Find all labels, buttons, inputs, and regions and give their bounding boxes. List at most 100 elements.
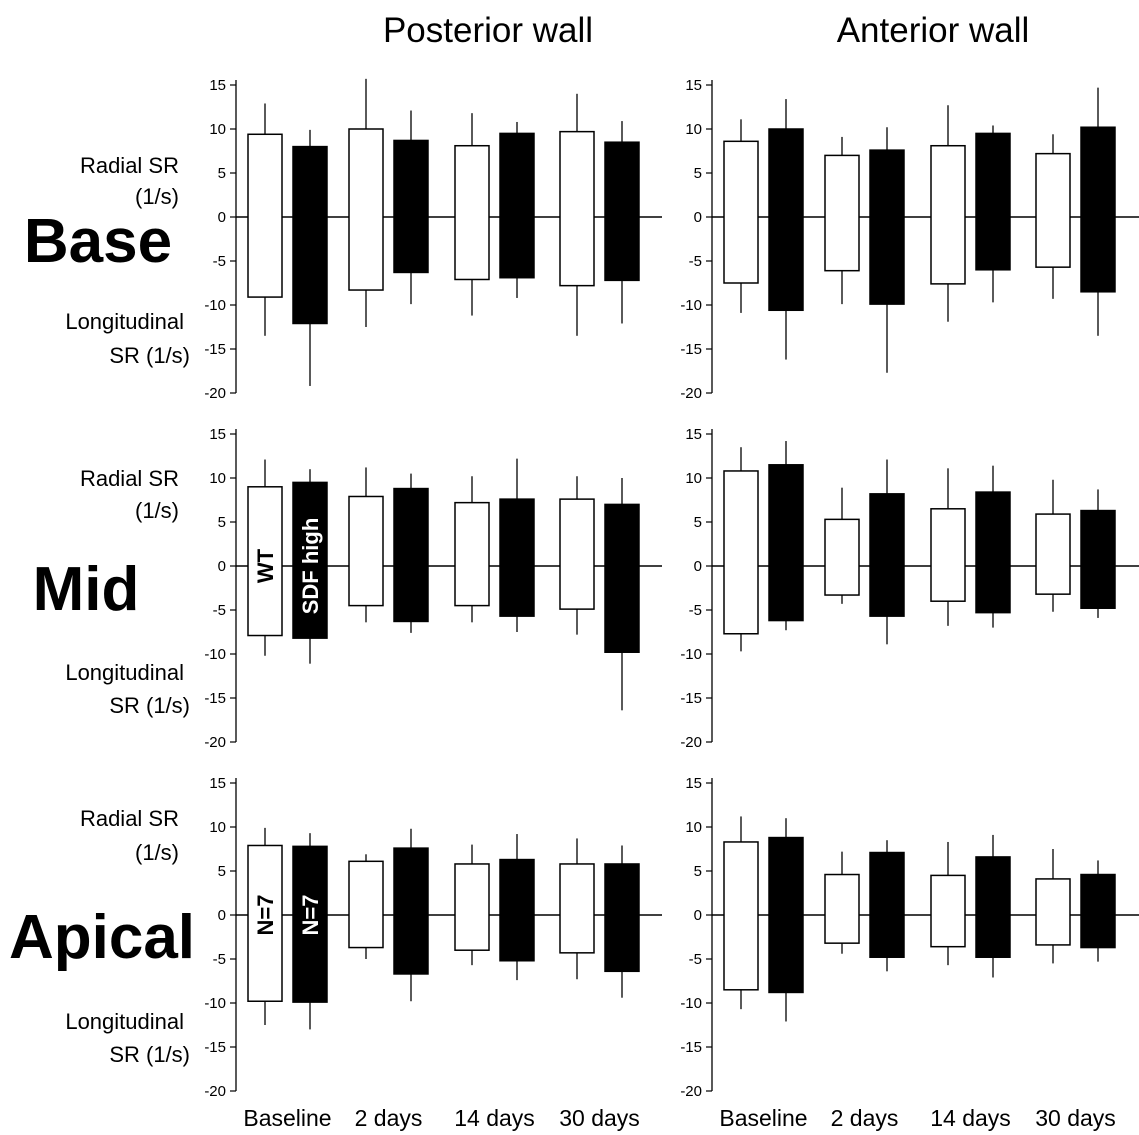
y-tick-label: -10 xyxy=(204,297,226,314)
y-tick-label: -5 xyxy=(213,602,226,619)
y-tick-label: -10 xyxy=(680,995,702,1012)
bar-sdf-high xyxy=(393,139,429,274)
bar-wt xyxy=(824,154,860,272)
y-tick-label: 15 xyxy=(685,426,702,443)
x-category-label: Baseline xyxy=(243,1105,331,1131)
y-label-radial-unit: (1/s) xyxy=(135,840,179,865)
bar-wt xyxy=(1035,513,1071,595)
panel-apical-posterior: 15 10 5 0 -5 -10 -15 -20 N=7 N=7 xyxy=(204,775,662,1100)
y-tick-label: 5 xyxy=(218,514,226,531)
bar-wt xyxy=(559,130,595,287)
panel-base-posterior: 15 10 5 0 -5 -10 -15 -20 xyxy=(204,77,662,402)
x-category-label: 2 days xyxy=(355,1105,423,1131)
bar-sdf-high xyxy=(975,856,1011,958)
y-label-radial: Radial SR xyxy=(80,806,179,831)
y-label-longitudinal-unit: SR (1/s) xyxy=(109,343,190,368)
x-axis-categories-posterior: Baseline 2 days 14 days 30 days xyxy=(243,1105,639,1131)
y-tick-label: 5 xyxy=(218,863,226,880)
y-tick-label: 5 xyxy=(218,165,226,182)
bar-sdf-high xyxy=(768,836,804,994)
bar-sdf-high xyxy=(393,847,429,975)
bar-sdf-high xyxy=(604,863,640,973)
y-tick-label: 15 xyxy=(209,426,226,443)
y-label-longitudinal: Longitudinal xyxy=(65,660,184,685)
y-tick-label: -20 xyxy=(204,385,226,402)
y-tick-label: 15 xyxy=(685,775,702,792)
bar-sdf-high xyxy=(499,132,535,279)
bar-sdf-high xyxy=(1080,873,1116,949)
bar-sdf-high xyxy=(975,491,1011,614)
y-tick-label: -15 xyxy=(204,341,226,358)
y-label-longitudinal-unit: SR (1/s) xyxy=(109,1042,190,1067)
bar-wt xyxy=(723,140,759,284)
y-tick-label: 5 xyxy=(694,514,702,531)
y-tick-label: -15 xyxy=(680,690,702,707)
y-tick-label: 0 xyxy=(218,209,226,226)
bar-sdf-high xyxy=(1080,509,1116,609)
bar-wt xyxy=(454,501,490,607)
x-category-label: 30 days xyxy=(1035,1105,1116,1131)
y-tick-label: -5 xyxy=(213,253,226,270)
bar-wt xyxy=(348,128,384,291)
bar-sdf-high xyxy=(393,487,429,623)
y-tick-label: 0 xyxy=(694,558,702,575)
bar-wt xyxy=(930,874,966,948)
bar-wt xyxy=(930,508,966,602)
y-label-radial-unit: (1/s) xyxy=(135,184,179,209)
panel-mid-posterior: 15 10 5 0 -5 -10 -15 -20 WT SDF high xyxy=(204,426,662,751)
y-tick-label: 0 xyxy=(218,558,226,575)
bar-sdf-high xyxy=(292,481,328,639)
x-category-label: 30 days xyxy=(559,1105,640,1131)
bar-sdf-high xyxy=(292,845,328,1003)
y-tick-label: 0 xyxy=(694,209,702,226)
bar-sdf-high xyxy=(604,141,640,282)
bar-wt xyxy=(247,486,283,637)
bar-sdf-high xyxy=(768,128,804,312)
row-label-apical: Apical xyxy=(9,903,195,972)
panel-apical-anterior: 15 10 5 0 -5 -10 -15 -20 xyxy=(680,775,1139,1100)
bar-sdf-high xyxy=(869,493,905,617)
bar-wt xyxy=(348,495,384,607)
bar-sdf-high xyxy=(499,498,535,617)
row-label-base: Base xyxy=(24,207,172,276)
y-tick-label: 5 xyxy=(694,863,702,880)
bar-wt xyxy=(247,844,283,1002)
bar-sdf-high xyxy=(768,464,804,622)
y-label-radial-unit: (1/s) xyxy=(135,498,179,523)
bar-sdf-high xyxy=(869,851,905,958)
bar-wt xyxy=(348,860,384,949)
x-category-label: 14 days xyxy=(930,1105,1011,1131)
y-tick-label: 10 xyxy=(209,470,226,487)
y-tick-label: -10 xyxy=(680,297,702,314)
y-tick-label: -20 xyxy=(204,1083,226,1100)
y-tick-label: -10 xyxy=(204,646,226,663)
y-tick-label: 0 xyxy=(694,907,702,924)
y-tick-label: -10 xyxy=(204,995,226,1012)
panel-base-anterior: 15 10 5 0 -5 -10 -15 -20 xyxy=(680,77,1139,402)
bar-annotation: WT xyxy=(253,548,278,583)
y-tick-label: 15 xyxy=(209,77,226,94)
y-tick-label: -15 xyxy=(680,341,702,358)
y-tick-label: 10 xyxy=(209,121,226,138)
y-tick-label: 10 xyxy=(209,819,226,836)
column-title-anterior: Anterior wall xyxy=(837,11,1030,50)
y-tick-label: -5 xyxy=(689,951,702,968)
y-tick-label: -5 xyxy=(689,602,702,619)
y-tick-label: -15 xyxy=(204,1039,226,1056)
y-tick-label: 0 xyxy=(218,907,226,924)
y-label-longitudinal-unit: SR (1/s) xyxy=(109,693,190,718)
bar-annotation: SDF high xyxy=(298,518,323,615)
y-label-longitudinal: Longitudinal xyxy=(65,309,184,334)
bar-sdf-high xyxy=(292,145,328,325)
bar-wt xyxy=(723,470,759,635)
bar-sdf-high xyxy=(499,858,535,962)
y-tick-label: -5 xyxy=(689,253,702,270)
y-tick-label: 10 xyxy=(685,470,702,487)
bar-sdf-high xyxy=(975,132,1011,271)
y-tick-label: -10 xyxy=(680,646,702,663)
bar-wt xyxy=(824,873,860,944)
x-category-label: 2 days xyxy=(831,1105,899,1131)
bar-wt xyxy=(930,144,966,285)
y-tick-label: -15 xyxy=(680,1039,702,1056)
